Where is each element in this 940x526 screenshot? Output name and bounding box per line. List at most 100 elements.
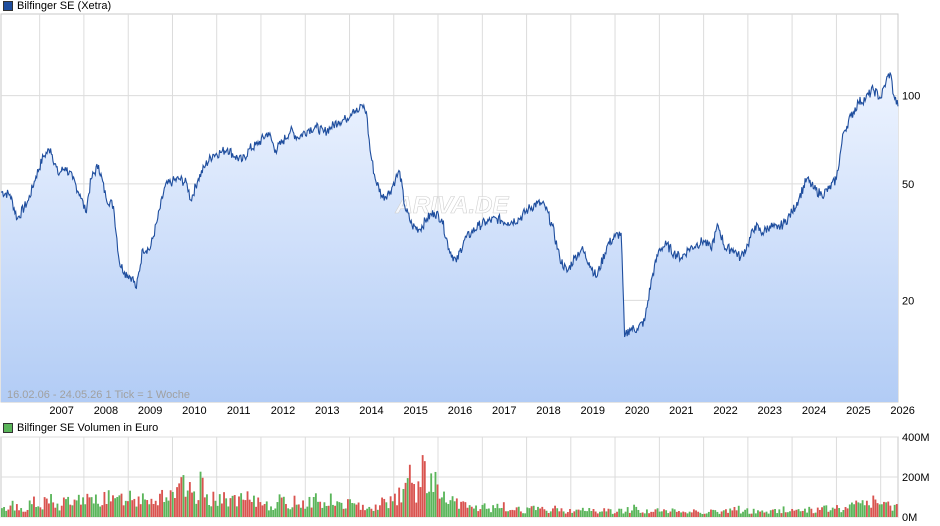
- volume-bar: [558, 511, 561, 517]
- volume-bar: [639, 512, 642, 517]
- volume-bar: [861, 500, 864, 517]
- x-tick-label: 2018: [536, 405, 560, 417]
- volume-bar: [643, 513, 646, 517]
- volume-bar: [26, 509, 29, 517]
- volume-bar: [778, 509, 781, 517]
- volume-bar: [496, 503, 499, 517]
- volume-bar: [206, 494, 208, 517]
- volume-bar: [99, 506, 102, 517]
- watermark: ARIVA.DE: [395, 192, 510, 219]
- volume-bar: [92, 503, 95, 517]
- volume-bar: [739, 513, 742, 517]
- volume-bar: [20, 508, 23, 517]
- volume-bar: [389, 496, 392, 517]
- volume-bar: [278, 494, 281, 517]
- volume-bar: [838, 507, 841, 517]
- volume-bar: [229, 498, 232, 517]
- volume-bar: [240, 493, 243, 517]
- volume-bar: [426, 493, 428, 517]
- volume-bar: [282, 496, 285, 517]
- volume-bar: [22, 511, 25, 517]
- x-tick-label: 2023: [758, 405, 782, 417]
- volume-bar: [577, 509, 580, 517]
- volume-bar: [13, 510, 16, 517]
- volume-bar: [340, 502, 343, 517]
- volume-bar: [526, 507, 529, 517]
- volume-bar: [77, 494, 80, 517]
- volume-bar: [144, 499, 146, 517]
- volume-bar: [312, 497, 315, 517]
- volume-bar: [891, 510, 894, 517]
- volume-bar: [774, 509, 776, 517]
- volume-bar: [171, 491, 174, 517]
- volume-bar: [7, 509, 10, 517]
- volume-bar: [238, 496, 240, 517]
- x-tick-label: 2007: [49, 405, 73, 417]
- volume-bar: [859, 503, 862, 517]
- volume-bar: [159, 493, 161, 517]
- x-tick-label: 2026: [890, 405, 914, 417]
- volume-bar: [795, 509, 798, 517]
- volume-bar: [686, 513, 689, 517]
- volume-bar: [494, 508, 497, 517]
- volume-bar: [554, 505, 556, 517]
- volume-bar: [566, 512, 569, 517]
- volume-bar: [265, 501, 268, 517]
- volume-bar: [793, 510, 796, 517]
- volume-bar: [28, 500, 31, 517]
- volume-bar: [688, 511, 691, 517]
- price-legend-swatch: [3, 1, 13, 11]
- volume-bar: [391, 501, 394, 517]
- volume-bar: [511, 509, 514, 517]
- volume-bar: [88, 497, 91, 517]
- volume-bar: [440, 497, 443, 517]
- volume-bar: [765, 511, 768, 517]
- volume-bar: [11, 500, 14, 517]
- volume-bar: [571, 512, 574, 517]
- volume-bar: [560, 508, 563, 517]
- volume-bar: [47, 503, 50, 517]
- volume-bar: [829, 510, 832, 517]
- volume-bar: [767, 513, 770, 517]
- volume-bar: [673, 509, 676, 517]
- x-tick-label: 2008: [94, 405, 118, 417]
- x-tick-label: 2017: [492, 405, 516, 417]
- volume-bar: [543, 509, 546, 517]
- volume-bar: [24, 511, 27, 517]
- x-tick-label: 2013: [315, 405, 339, 417]
- volume-bar: [287, 508, 290, 517]
- volume-bar: [534, 510, 537, 517]
- volume-bar: [180, 477, 183, 517]
- volume-bar: [402, 488, 405, 517]
- x-tick-label: 2012: [271, 405, 295, 417]
- volume-bar: [641, 512, 644, 517]
- volume-bar: [569, 509, 571, 517]
- volume-bar: [411, 482, 413, 517]
- volume-bar: [295, 504, 298, 517]
- volume-bar: [105, 504, 108, 517]
- volume-bar: [107, 490, 110, 517]
- volume-bar: [714, 510, 717, 517]
- volume-bar: [761, 510, 764, 517]
- volume-y-tick-label: 0M: [902, 512, 917, 524]
- volume-bar: [199, 471, 202, 517]
- volume-bar: [308, 496, 311, 517]
- volume-bar: [18, 510, 20, 517]
- volume-bar: [545, 510, 548, 517]
- volume-bar: [82, 497, 84, 517]
- volume-bar: [366, 508, 369, 517]
- volume-bar: [419, 487, 422, 517]
- volume-bar: [52, 502, 55, 517]
- volume-bar: [665, 510, 668, 517]
- price-area: [1, 72, 898, 402]
- volume-bar: [814, 512, 817, 517]
- volume-bar: [353, 503, 356, 517]
- volume-bar: [722, 510, 725, 517]
- volume-bar: [780, 513, 783, 517]
- volume-bar: [342, 508, 345, 517]
- volume-bar: [712, 509, 715, 517]
- volume-bar: [827, 511, 830, 517]
- price-y-axis: 20 50 100: [902, 91, 920, 308]
- volume-bar: [690, 512, 693, 517]
- volume-bar: [599, 511, 601, 517]
